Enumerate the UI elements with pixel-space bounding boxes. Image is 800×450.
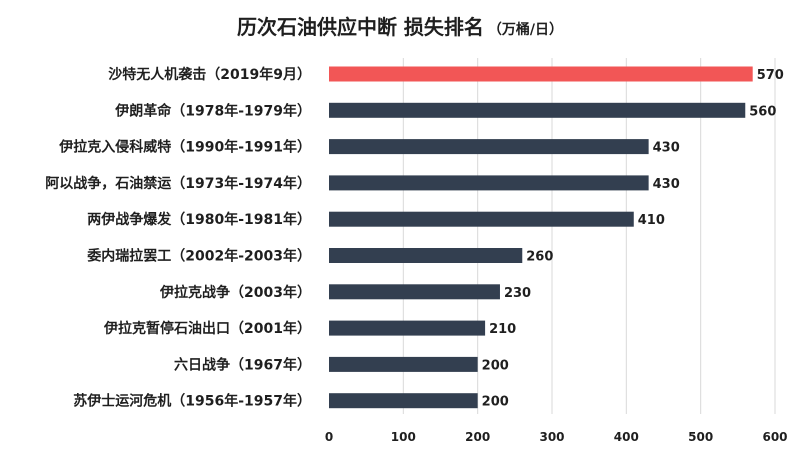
bar — [329, 248, 523, 263]
category-labels: 沙特无人机袭击（2019年9月） 伊朗革命（1978年-1979年） 伊拉克入侵科威… — [45, 66, 311, 410]
x-tick-label: 300 — [539, 430, 564, 444]
data-label: 430 — [653, 177, 680, 192]
bar — [329, 102, 746, 118]
x-tick-label: 0 — [325, 430, 333, 444]
x-tick-label: 500 — [688, 430, 713, 444]
x-tick-label: 100 — [391, 430, 416, 444]
chart-title-unit: （万桶/日） — [488, 21, 563, 38]
category-label: 伊拉克暂停石油出口（2001年） — [103, 320, 311, 337]
data-label: 410 — [638, 213, 665, 228]
data-label: 200 — [482, 358, 509, 373]
bar — [329, 211, 634, 227]
bar-highlighted — [329, 66, 753, 82]
category-label: 伊拉克入侵科威特（1990年-1991年） — [58, 139, 311, 156]
x-tick-label: 600 — [762, 430, 787, 444]
category-label: 委内瑞拉罢工（2002年-2003年） — [86, 248, 311, 265]
category-label: 六日战争（1967年） — [174, 356, 311, 373]
category-label: 伊朗革命（1978年-1979年） — [114, 102, 311, 119]
bar — [329, 320, 486, 336]
data-label: 210 — [489, 322, 516, 337]
bar — [329, 175, 649, 191]
category-label: 伊拉克战争（2003年） — [159, 284, 311, 301]
value-labels: 570 560 430 430 410 260 230 210 200 200 — [482, 68, 784, 410]
x-tick-label: 200 — [465, 430, 490, 444]
bars — [329, 66, 753, 409]
data-label: 200 — [482, 395, 509, 410]
bar — [329, 139, 649, 155]
bar — [329, 393, 478, 409]
watermark: 风闻社区@上牧_43077 — [635, 414, 795, 433]
x-tick-label: 400 — [614, 430, 639, 444]
data-label: 570 — [757, 68, 784, 83]
category-label: 两伊战争爆发（1980年-1981年） — [87, 211, 311, 228]
category-label: 沙特无人机袭击（2019年9月） — [108, 66, 311, 83]
data-label: 430 — [653, 141, 680, 156]
category-label: 苏伊士运河危机（1956年-1957年） — [73, 393, 311, 410]
bar — [329, 284, 500, 300]
chart-title-main: 历次石油供应中断 损失排名 — [237, 15, 484, 39]
x-axis-ticks: 0 100 200 300 400 500 600 — [325, 430, 788, 444]
data-label: 260 — [526, 250, 553, 265]
chart-title: 历次石油供应中断 损失排名 （万桶/日） — [237, 15, 563, 39]
bar — [329, 356, 478, 372]
data-label: 560 — [749, 104, 776, 119]
data-label: 230 — [504, 286, 531, 301]
category-label: 阿以战争，石油禁运（1973年-1974年） — [45, 175, 311, 192]
